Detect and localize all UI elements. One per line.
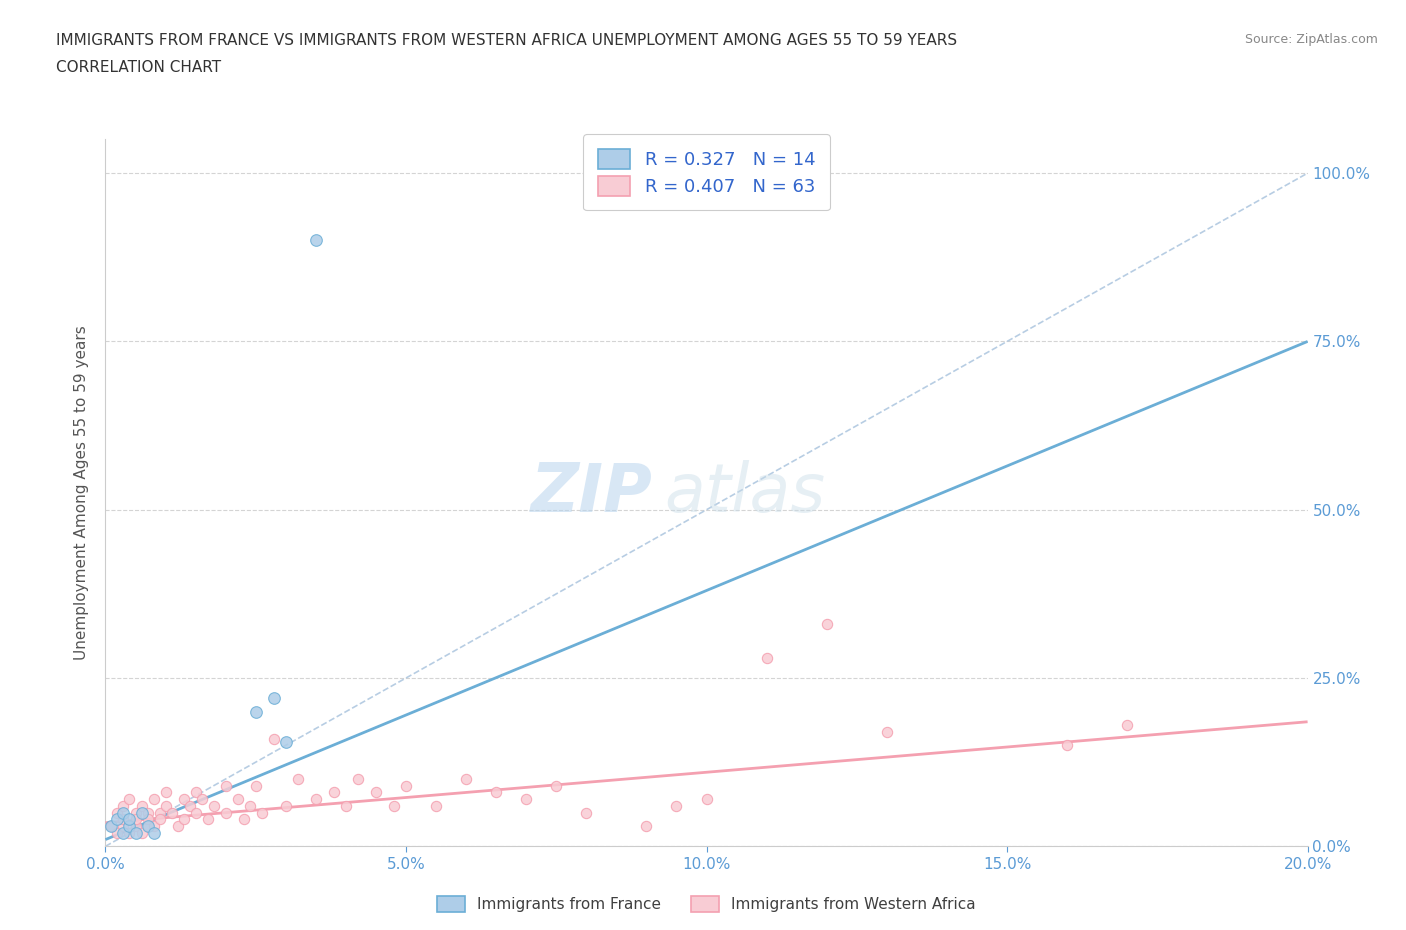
Text: ZIP: ZIP — [530, 460, 652, 525]
Point — [305, 791, 328, 806]
Point — [425, 799, 447, 814]
Point — [173, 812, 195, 827]
Point — [173, 791, 195, 806]
Point — [214, 805, 236, 820]
Point — [876, 724, 898, 739]
Point — [515, 791, 537, 806]
Point — [148, 805, 170, 820]
Point — [136, 805, 159, 820]
Point — [239, 799, 262, 814]
Point — [131, 826, 153, 841]
Point — [245, 704, 267, 719]
Point — [263, 731, 285, 746]
Point — [395, 778, 418, 793]
Point — [124, 818, 146, 833]
Point — [485, 785, 508, 800]
Point — [112, 799, 135, 814]
Point — [142, 818, 165, 833]
Point — [274, 799, 297, 814]
Point — [112, 826, 135, 841]
Text: IMMIGRANTS FROM FRANCE VS IMMIGRANTS FROM WESTERN AFRICA UNEMPLOYMENT AMONG AGES: IMMIGRANTS FROM FRANCE VS IMMIGRANTS FRO… — [56, 33, 957, 47]
Point — [202, 799, 225, 814]
Point — [232, 812, 254, 827]
Point — [250, 805, 273, 820]
Point — [118, 812, 141, 827]
Point — [100, 818, 122, 833]
Legend: Immigrants from France, Immigrants from Western Africa: Immigrants from France, Immigrants from … — [430, 888, 983, 920]
Point — [118, 791, 141, 806]
Point — [142, 791, 165, 806]
Point — [546, 778, 568, 793]
Point — [305, 233, 328, 248]
Text: CORRELATION CHART: CORRELATION CHART — [56, 60, 221, 75]
Point — [245, 778, 267, 793]
Point — [118, 826, 141, 841]
Point — [184, 805, 207, 820]
Point — [322, 785, 344, 800]
Point — [148, 812, 170, 827]
Point — [155, 785, 177, 800]
Point — [131, 799, 153, 814]
Point — [274, 735, 297, 750]
Point — [815, 617, 838, 631]
Point — [454, 772, 477, 787]
Point — [100, 818, 122, 833]
Point — [335, 799, 357, 814]
Point — [382, 799, 405, 814]
Point — [155, 799, 177, 814]
Point — [214, 778, 236, 793]
Point — [112, 812, 135, 827]
Point — [142, 826, 165, 841]
Point — [364, 785, 387, 800]
Point — [107, 805, 129, 820]
Point — [112, 818, 135, 833]
Point — [575, 805, 598, 820]
Point — [160, 805, 183, 820]
Point — [665, 799, 688, 814]
Point — [166, 818, 188, 833]
Point — [112, 805, 135, 820]
Point — [124, 805, 146, 820]
Point — [179, 799, 201, 814]
Point — [124, 826, 146, 841]
Point — [287, 772, 309, 787]
Point — [1116, 718, 1139, 733]
Y-axis label: Unemployment Among Ages 55 to 59 years: Unemployment Among Ages 55 to 59 years — [75, 326, 90, 660]
Point — [118, 818, 141, 833]
Point — [226, 791, 249, 806]
Text: atlas: atlas — [665, 460, 825, 525]
Point — [107, 812, 129, 827]
Point — [131, 805, 153, 820]
Point — [696, 791, 718, 806]
Point — [136, 818, 159, 833]
Point — [136, 812, 159, 827]
Point — [124, 812, 146, 827]
Point — [107, 826, 129, 841]
Text: Source: ZipAtlas.com: Source: ZipAtlas.com — [1244, 33, 1378, 46]
Point — [755, 650, 778, 665]
Point — [197, 812, 219, 827]
Point — [1056, 737, 1078, 752]
Point — [347, 772, 370, 787]
Point — [190, 791, 212, 806]
Point — [263, 691, 285, 706]
Point — [184, 785, 207, 800]
Point — [636, 818, 658, 833]
Point — [136, 818, 159, 833]
